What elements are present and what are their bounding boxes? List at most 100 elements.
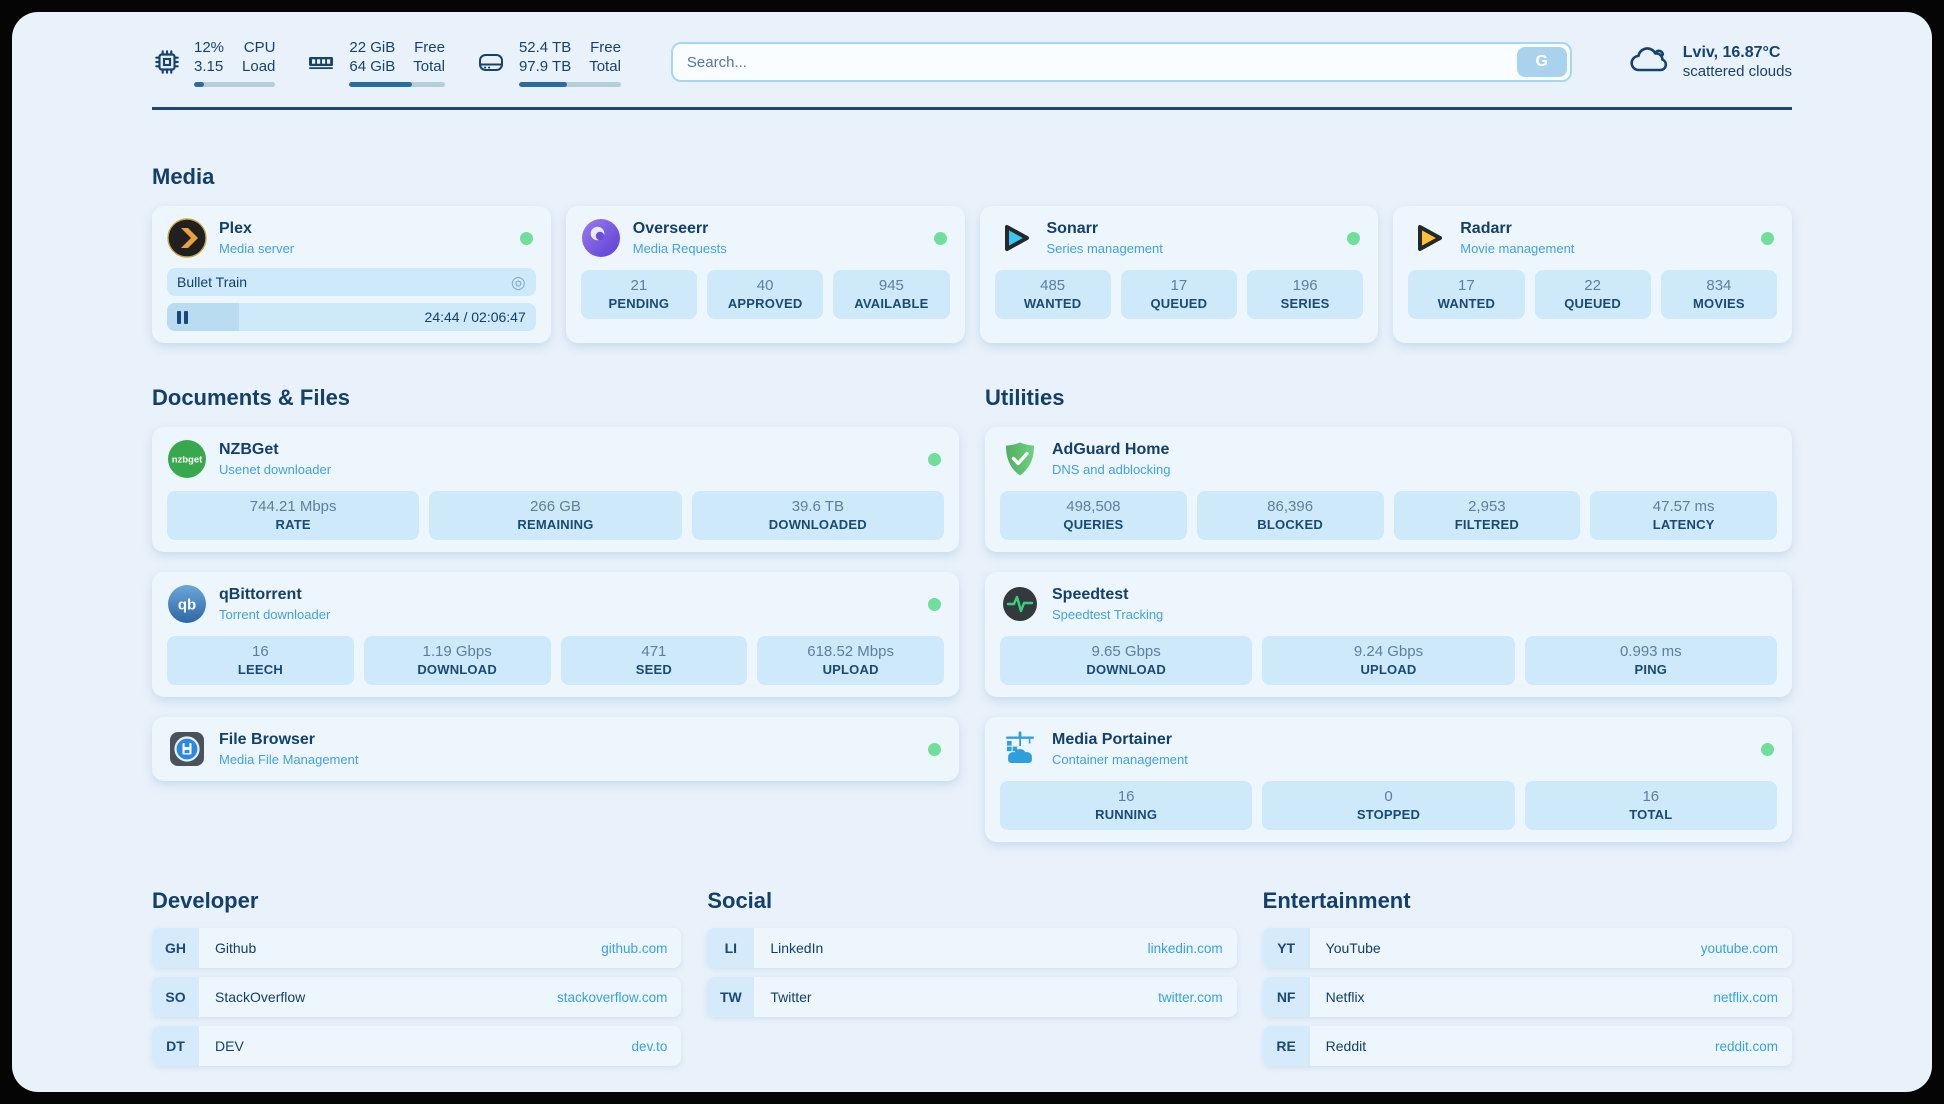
overseerr-card[interactable]: Overseerr Media Requests 21 PENDING 40 A… xyxy=(565,206,965,343)
section-title-social: Social xyxy=(707,888,773,913)
bookmark-dev[interactable]: DT DEV dev.to xyxy=(152,1026,682,1066)
stat-pill-download: 1.19 Gbps DOWNLOAD xyxy=(363,636,551,685)
adguard-card[interactable]: AdGuard Home DNS and adblocking 498,508 … xyxy=(985,427,1792,552)
ram-free: 22 GiB xyxy=(349,38,396,56)
stat-pill-pending: 21 PENDING xyxy=(580,270,697,319)
disk-progress-bar xyxy=(518,81,621,87)
bookmark-abbr: SO xyxy=(152,977,199,1017)
filebrowser-icon xyxy=(167,729,207,769)
section-title-documents: Documents & Files xyxy=(152,385,351,410)
stat-pill-queued: 17 QUEUED xyxy=(1120,270,1237,319)
search-engine-button[interactable]: G xyxy=(1516,47,1567,77)
bookmark-github[interactable]: GH Github github.com xyxy=(152,928,682,968)
topbar: 12% 3.15 CPU Load xyxy=(152,30,1792,94)
status-dot xyxy=(519,232,533,245)
cpu-progress-bar xyxy=(194,81,276,87)
utilities-section: Utilities xyxy=(985,385,1792,842)
speedtest-card[interactable]: Speedtest Speedtest Tracking 9.65 Gbps D… xyxy=(985,572,1792,697)
stat-pill-leech: 16 LEECH xyxy=(167,636,354,685)
svg-text:nzbget: nzbget xyxy=(172,455,203,466)
plex-icon xyxy=(167,218,207,258)
disk-stat: 52.4 TB 97.9 TB Free Total xyxy=(475,38,621,87)
section-title-entertainment: Entertainment xyxy=(1262,888,1411,913)
status-dot xyxy=(933,232,947,245)
stat-pill-upload: 618.52 Mbps UPLOAD xyxy=(757,636,944,685)
app-name: qBittorrent xyxy=(219,586,302,603)
app-subtitle: Speedtest Tracking xyxy=(1052,607,1164,622)
plex-card[interactable]: Plex Media server Bullet Train ◎ 24:44 /… xyxy=(152,206,551,343)
ram-stat: 22 GiB 64 GiB Free Total xyxy=(305,38,445,87)
app-subtitle: Media Requests xyxy=(632,241,727,256)
session-disc-icon[interactable]: ◎ xyxy=(510,272,526,292)
weather-location: Lviv, 16.87°C xyxy=(1682,44,1781,61)
stat-pill-running: 16 RUNNING xyxy=(1000,781,1253,830)
stat-pill-upload: 9.24 Gbps UPLOAD xyxy=(1262,636,1515,685)
bookmark-abbr: YT xyxy=(1262,928,1310,968)
stat-pill-approved: 40 APPROVED xyxy=(707,270,824,319)
now-playing-title: Bullet Train xyxy=(177,274,248,290)
pause-icon[interactable] xyxy=(177,310,188,324)
documents-section: Documents & Files nzbget NZBGet U xyxy=(152,385,959,842)
section-title-utilities: Utilities xyxy=(985,385,1065,410)
ram-values: 22 GiB 64 GiB xyxy=(349,38,395,77)
disk-icon xyxy=(475,47,507,77)
weather-widget: Lviv, 16.87°C scattered clouds xyxy=(1628,43,1792,82)
stat-pill-seed: 471 SEED xyxy=(560,636,748,685)
stat-pill-wanted: 485 WANTED xyxy=(994,270,1111,319)
stat-pill-filtered: 2,953 FILTERED xyxy=(1393,491,1581,540)
entertainment-bookmarks: Entertainment YT YouTube youtube.com NF … xyxy=(1262,888,1792,1066)
cpu-values: 12% 3.15 xyxy=(194,38,224,77)
stat-pill-rate: 744.21 Mbps RATE xyxy=(167,491,420,540)
search-input[interactable] xyxy=(672,53,1517,71)
stat-pill-wanted: 17 WANTED xyxy=(1408,270,1525,319)
status-dot xyxy=(928,743,941,756)
sonarr-card[interactable]: Sonarr Series management 485 WANTED 17 Q… xyxy=(979,206,1379,343)
app-subtitle: Movie management xyxy=(1460,241,1575,256)
app-name: Radarr xyxy=(1460,220,1512,237)
filebrowser-card[interactable]: File Browser Media File Management xyxy=(152,717,959,781)
bookmark-twitter[interactable]: TW Twitter twitter.com xyxy=(707,977,1237,1017)
bookmark-linkedin[interactable]: LI LinkedIn linkedin.com xyxy=(707,928,1237,968)
weather-condition: scattered clouds xyxy=(1682,63,1792,80)
svg-text:qb: qb xyxy=(178,597,196,614)
stat-pill-series: 196 SERIES xyxy=(1247,270,1364,319)
stat-pill-downloaded: 39.6 TB DOWNLOADED xyxy=(691,491,944,540)
app-subtitle: Container management xyxy=(1052,752,1188,767)
cpu-labels: CPU Load xyxy=(242,38,276,76)
ram-icon xyxy=(305,47,337,77)
system-stats: 12% 3.15 CPU Load xyxy=(152,38,621,87)
disk-values: 52.4 TB 97.9 TB xyxy=(519,38,571,77)
bookmark-netflix[interactable]: NF Netflix netflix.com xyxy=(1262,977,1792,1017)
bookmark-reddit[interactable]: RE Reddit reddit.com xyxy=(1262,1026,1792,1066)
portainer-icon xyxy=(1000,729,1040,769)
disk-total: 97.9 TB xyxy=(518,58,572,75)
bookmark-stackoverflow[interactable]: SO StackOverflow stackoverflow.com xyxy=(152,977,682,1017)
status-dot xyxy=(928,453,941,466)
sonarr-icon xyxy=(995,218,1035,258)
app-name: Sonarr xyxy=(1046,220,1099,237)
radarr-card[interactable]: Radarr Movie management 17 WANTED 22 QUE… xyxy=(1393,206,1792,343)
app-name: Overseerr xyxy=(632,220,709,237)
cloud-icon xyxy=(1628,43,1670,82)
stat-pill-available: 945 AVAILABLE xyxy=(833,270,950,319)
stat-pill-movies: 834 MOVIES xyxy=(1660,270,1777,319)
stat-pill-total: 16 TOTAL xyxy=(1524,781,1777,830)
nzbget-icon: nzbget xyxy=(167,439,207,479)
radarr-icon xyxy=(1408,218,1448,258)
speedtest-icon xyxy=(1000,584,1040,624)
search-bar: G xyxy=(670,42,1572,82)
app-name: Media Portainer xyxy=(1052,731,1173,748)
portainer-card[interactable]: Media Portainer Container management 16 … xyxy=(985,717,1792,842)
overseerr-icon xyxy=(581,218,621,258)
playback-progress-bar: 24:44 / 02:06:47 xyxy=(167,303,536,331)
nzbget-card[interactable]: nzbget NZBGet Usenet downloader 744.21 M… xyxy=(152,427,959,552)
bookmark-youtube[interactable]: YT YouTube youtube.com xyxy=(1262,928,1792,968)
stat-pill-queued: 22 QUEUED xyxy=(1534,270,1651,319)
stat-pill-ping: 0.993 ms PING xyxy=(1524,636,1777,685)
qbittorrent-card[interactable]: qb qBittorrent Torrent downloader 16 LEE… xyxy=(152,572,959,697)
stat-pill-remaining: 266 GB REMAINING xyxy=(429,491,682,540)
dashboard-frame: 12% 3.15 CPU Load xyxy=(12,12,1932,1092)
now-playing-row: Bullet Train ◎ xyxy=(167,268,536,296)
adguard-icon xyxy=(1000,439,1040,479)
developer-bookmarks: Developer GH Github github.com SO StackO… xyxy=(152,888,682,1066)
